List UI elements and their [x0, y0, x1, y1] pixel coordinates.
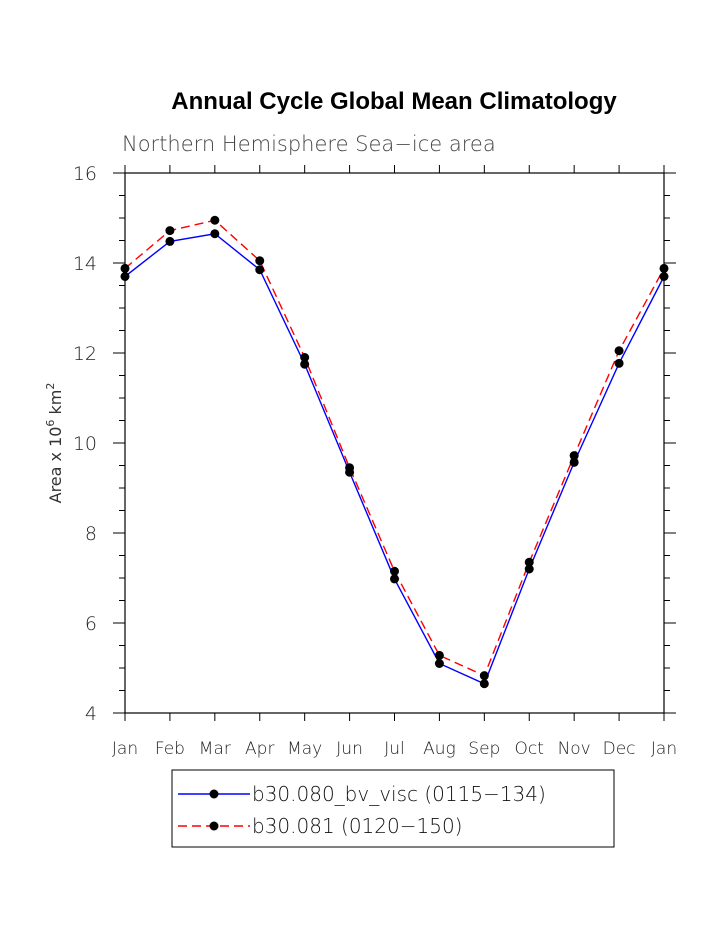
series-layer	[120, 215, 669, 689]
x-tick-label: Oct	[515, 739, 544, 759]
series-2-point	[524, 557, 534, 567]
series-2-point	[479, 671, 489, 681]
series-1-point	[434, 659, 444, 668]
x-tick-label: Jun	[336, 739, 363, 759]
x-tick-label: Sep	[468, 739, 500, 759]
series-2-point	[165, 226, 175, 236]
y-tick-label: 6	[85, 613, 97, 635]
series-1-point	[210, 229, 220, 239]
x-tick-label: Nov	[558, 739, 591, 759]
y-tick-label: 4	[85, 703, 97, 725]
legend-box	[171, 769, 615, 848]
series-2-point	[255, 256, 265, 266]
series-2-point	[390, 566, 399, 576]
series-2-point	[210, 215, 220, 225]
y-tick-label: 16	[73, 163, 97, 185]
y-tick-label: 12	[73, 343, 97, 365]
chart-subtitle: Northern Hemisphere Sea−ice area	[122, 132, 496, 156]
series-2-point	[569, 451, 579, 461]
x-tick-label: Aug	[423, 739, 456, 759]
series-1-point	[659, 272, 669, 281]
x-tick-label: Mar	[199, 739, 231, 759]
series-1-point	[300, 359, 310, 369]
x-tick-label: Dec	[603, 739, 636, 759]
legend-marker-2	[209, 821, 219, 831]
series-line-1	[124, 233, 665, 685]
x-tick-label: Jul	[384, 739, 405, 759]
chart-title: Annual Cycle Global Mean Climatology	[171, 88, 617, 115]
series-2-point	[345, 463, 355, 473]
series-2-point	[300, 353, 310, 362]
y-tick-label: 14	[73, 253, 97, 275]
x-tick-label: May	[287, 739, 322, 759]
series-1-point	[255, 265, 265, 275]
series-1-point	[390, 574, 399, 584]
axis-ticks	[113, 165, 676, 721]
y-tick-labels: 4 6 8 10 12 14 16	[73, 163, 97, 725]
series-line-2	[124, 219, 665, 677]
series-2-point	[614, 346, 624, 356]
series-1-point	[120, 272, 130, 281]
x-tick-label: Feb	[155, 739, 185, 759]
y-tick-label: 10	[73, 433, 97, 455]
series-1-point	[165, 236, 175, 246]
legend-label-1: b30.080_bv_visc (0115−134)	[252, 782, 546, 806]
series-1-point	[479, 679, 489, 689]
series-1-point	[614, 358, 624, 368]
y-axis-label: Area x 106 km2	[44, 383, 65, 504]
x-tick-label: Jan	[112, 739, 138, 759]
x-tick-labels: Jan Feb Mar Apr May Jun Jul Aug Sep Oct Nov Dec Jan	[112, 739, 677, 759]
y-tick-label: 8	[85, 523, 97, 545]
legend-label-2: b30.081 (0120−150)	[252, 814, 462, 838]
legend-marker-1	[209, 789, 219, 799]
series-2-point	[434, 650, 444, 660]
series-2-point	[120, 263, 130, 273]
series-1-point	[569, 457, 579, 467]
x-tick-label: Jan	[651, 739, 677, 759]
legend: b30.080_bv_visc (0115−134) b30.081 (0120−…	[178, 782, 546, 838]
series-2-point	[659, 263, 669, 273]
series-1-point	[524, 564, 534, 574]
x-tick-label: Apr	[245, 739, 274, 759]
